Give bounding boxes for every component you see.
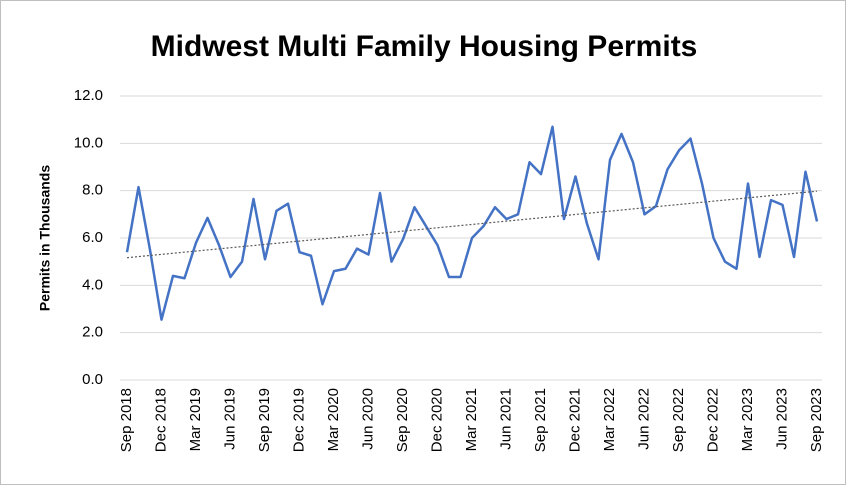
- y-tick-label: 12.0: [74, 87, 103, 104]
- x-tick-label: Dec 2021: [566, 388, 583, 452]
- x-tick-label: Sep 2019: [256, 388, 273, 452]
- x-tick-label: Mar 2023: [739, 388, 756, 451]
- x-tick-label: Dec 2020: [428, 388, 445, 452]
- x-tick-label: Sep 2018: [118, 388, 135, 452]
- y-tick-label: 10.0: [74, 134, 103, 151]
- x-tick-label: Mar 2022: [601, 388, 618, 451]
- x-tick-label: Mar 2019: [187, 388, 204, 451]
- chart-title: Midwest Multi Family Housing Permits: [151, 30, 698, 63]
- x-tick-label: Dec 2019: [290, 388, 307, 452]
- x-tick-label: Dec 2022: [704, 388, 721, 452]
- x-tick-label: Sep 2022: [670, 388, 687, 452]
- x-tick-label: Sep 2021: [532, 388, 549, 452]
- x-tick-label: Jun 2021: [497, 388, 514, 450]
- x-tick-label: Mar 2021: [463, 388, 480, 451]
- x-tick-label: Jun 2020: [359, 388, 376, 450]
- y-tick-label: 8.0: [82, 182, 103, 199]
- x-tick-label: Dec 2018: [152, 388, 169, 452]
- y-tick-label: 0.0: [82, 371, 103, 388]
- x-tick-label: Jun 2023: [773, 388, 790, 450]
- y-axis-label: Permits in Thousands: [37, 165, 53, 311]
- y-tick-label: 4.0: [82, 276, 103, 293]
- x-tick-label: Sep 2020: [394, 388, 411, 452]
- trendline: [126, 190, 818, 259]
- x-tick-label: Jun 2019: [221, 388, 238, 450]
- y-tick-label: 6.0: [82, 229, 103, 246]
- x-tick-label: Mar 2020: [325, 388, 342, 451]
- x-tick-label: Sep 2023: [808, 388, 825, 452]
- data-line: [125, 125, 819, 321]
- x-tick-label: Jun 2022: [635, 388, 652, 450]
- y-tick-label: 2.0: [82, 324, 103, 341]
